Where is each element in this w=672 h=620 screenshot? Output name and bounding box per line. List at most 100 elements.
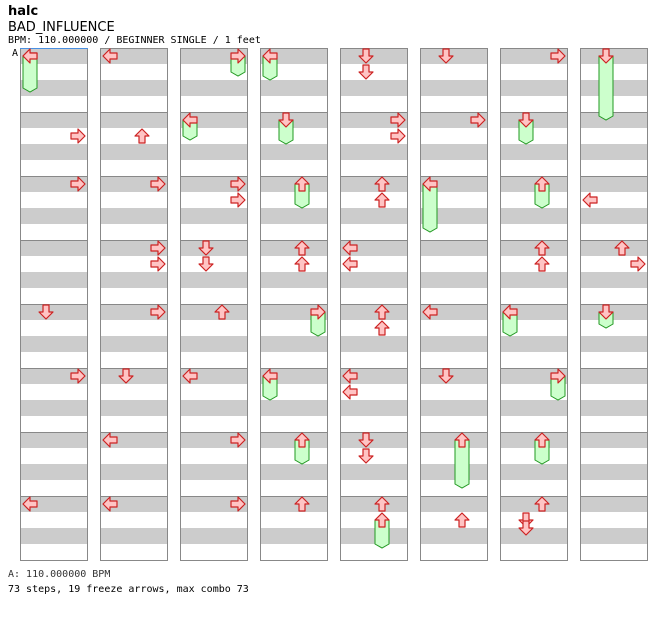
step-arrow <box>358 64 374 80</box>
beat-stripe <box>20 144 88 160</box>
step-arrow <box>438 368 454 384</box>
beat-stripe <box>340 80 408 96</box>
beat-stripe <box>420 400 488 416</box>
beat-stripe <box>340 176 408 192</box>
beat-stripe <box>340 528 408 544</box>
chart-summary: 73 steps, 19 freeze arrows, max combo 73 <box>8 584 249 595</box>
beat-stripe <box>100 240 168 256</box>
beat-stripe <box>260 496 328 512</box>
step-arrow <box>214 304 230 320</box>
freeze-arrow-head <box>422 176 438 192</box>
beat-stripe <box>100 48 168 64</box>
beat-stripe <box>340 496 408 512</box>
beat-stripe <box>180 272 248 288</box>
step-arrow <box>230 432 246 448</box>
beat-stripe <box>20 272 88 288</box>
beat-stripe <box>420 272 488 288</box>
step-arrow <box>374 496 390 512</box>
beat-stripe <box>580 208 648 224</box>
beat-stripe <box>420 80 488 96</box>
column-border <box>500 48 568 561</box>
beat-stripe <box>580 336 648 352</box>
beat-stripe <box>100 368 168 384</box>
step-arrow <box>422 304 438 320</box>
beat-stripe <box>500 432 568 448</box>
step-arrow <box>118 368 134 384</box>
beat-stripe <box>20 400 88 416</box>
beat-stripe <box>180 528 248 544</box>
step-arrow <box>534 496 550 512</box>
beat-stripe <box>580 432 648 448</box>
beat-stripe <box>420 240 488 256</box>
beat-stripe <box>340 112 408 128</box>
column-border <box>340 48 408 561</box>
step-arrow <box>534 256 550 272</box>
beat-stripe <box>180 336 248 352</box>
step-arrow <box>150 176 166 192</box>
step-arrow <box>358 448 374 464</box>
step-arrow <box>70 128 86 144</box>
step-arrow <box>198 256 214 272</box>
beat-stripe <box>260 400 328 416</box>
step-arrow <box>70 368 86 384</box>
beat-stripe <box>180 496 248 512</box>
beat-stripe <box>420 112 488 128</box>
beat-stripe <box>500 144 568 160</box>
beat-stripe <box>260 144 328 160</box>
beat-stripe <box>500 464 568 480</box>
beat-stripe <box>340 464 408 480</box>
beat-stripe <box>340 48 408 64</box>
beat-stripe <box>340 240 408 256</box>
beat-stripe <box>340 304 408 320</box>
freeze-arrow-head <box>550 368 566 384</box>
column-border <box>580 48 648 561</box>
beat-stripe <box>180 464 248 480</box>
freeze-arrow-head <box>278 112 294 128</box>
beat-stripe <box>180 208 248 224</box>
step-arrow <box>102 496 118 512</box>
beat-stripe <box>260 272 328 288</box>
beat-stripe <box>580 368 648 384</box>
freeze-arrow-head <box>182 112 198 128</box>
beat-stripe <box>340 144 408 160</box>
beat-stripe <box>180 400 248 416</box>
step-arrow <box>22 496 38 512</box>
step-arrow <box>390 112 406 128</box>
beat-stripe <box>100 400 168 416</box>
freeze-arrow-head <box>598 48 614 64</box>
freeze-arrow-head <box>502 304 518 320</box>
step-arrow <box>150 304 166 320</box>
bpm-marker-label: A <box>12 48 19 59</box>
beat-stripe <box>180 368 248 384</box>
beat-stripe <box>20 240 88 256</box>
beat-stripe <box>500 80 568 96</box>
beat-stripe <box>340 400 408 416</box>
beat-stripe <box>500 112 568 128</box>
step-arrow <box>630 256 646 272</box>
step-arrow <box>294 496 310 512</box>
beat-stripe <box>260 112 328 128</box>
beat-stripe <box>580 112 648 128</box>
step-arrow <box>374 192 390 208</box>
beat-stripe <box>260 240 328 256</box>
column-border <box>260 48 328 561</box>
beat-stripe <box>260 336 328 352</box>
freeze-arrow-head <box>262 48 278 64</box>
beat-stripe <box>500 176 568 192</box>
beat-stripe <box>20 368 88 384</box>
beat-stripe <box>100 496 168 512</box>
beat-stripe <box>20 432 88 448</box>
step-arrow <box>358 48 374 64</box>
beat-stripe <box>100 304 168 320</box>
beat-stripe <box>580 176 648 192</box>
beat-stripe <box>420 144 488 160</box>
beat-stripe <box>500 528 568 544</box>
beat-stripe <box>340 336 408 352</box>
beat-stripe <box>580 528 648 544</box>
freeze-arrow-head <box>374 512 390 528</box>
beat-stripe <box>580 400 648 416</box>
beat-stripe <box>100 176 168 192</box>
beat-stripe <box>100 80 168 96</box>
beat-stripe <box>100 432 168 448</box>
step-arrow <box>342 368 358 384</box>
